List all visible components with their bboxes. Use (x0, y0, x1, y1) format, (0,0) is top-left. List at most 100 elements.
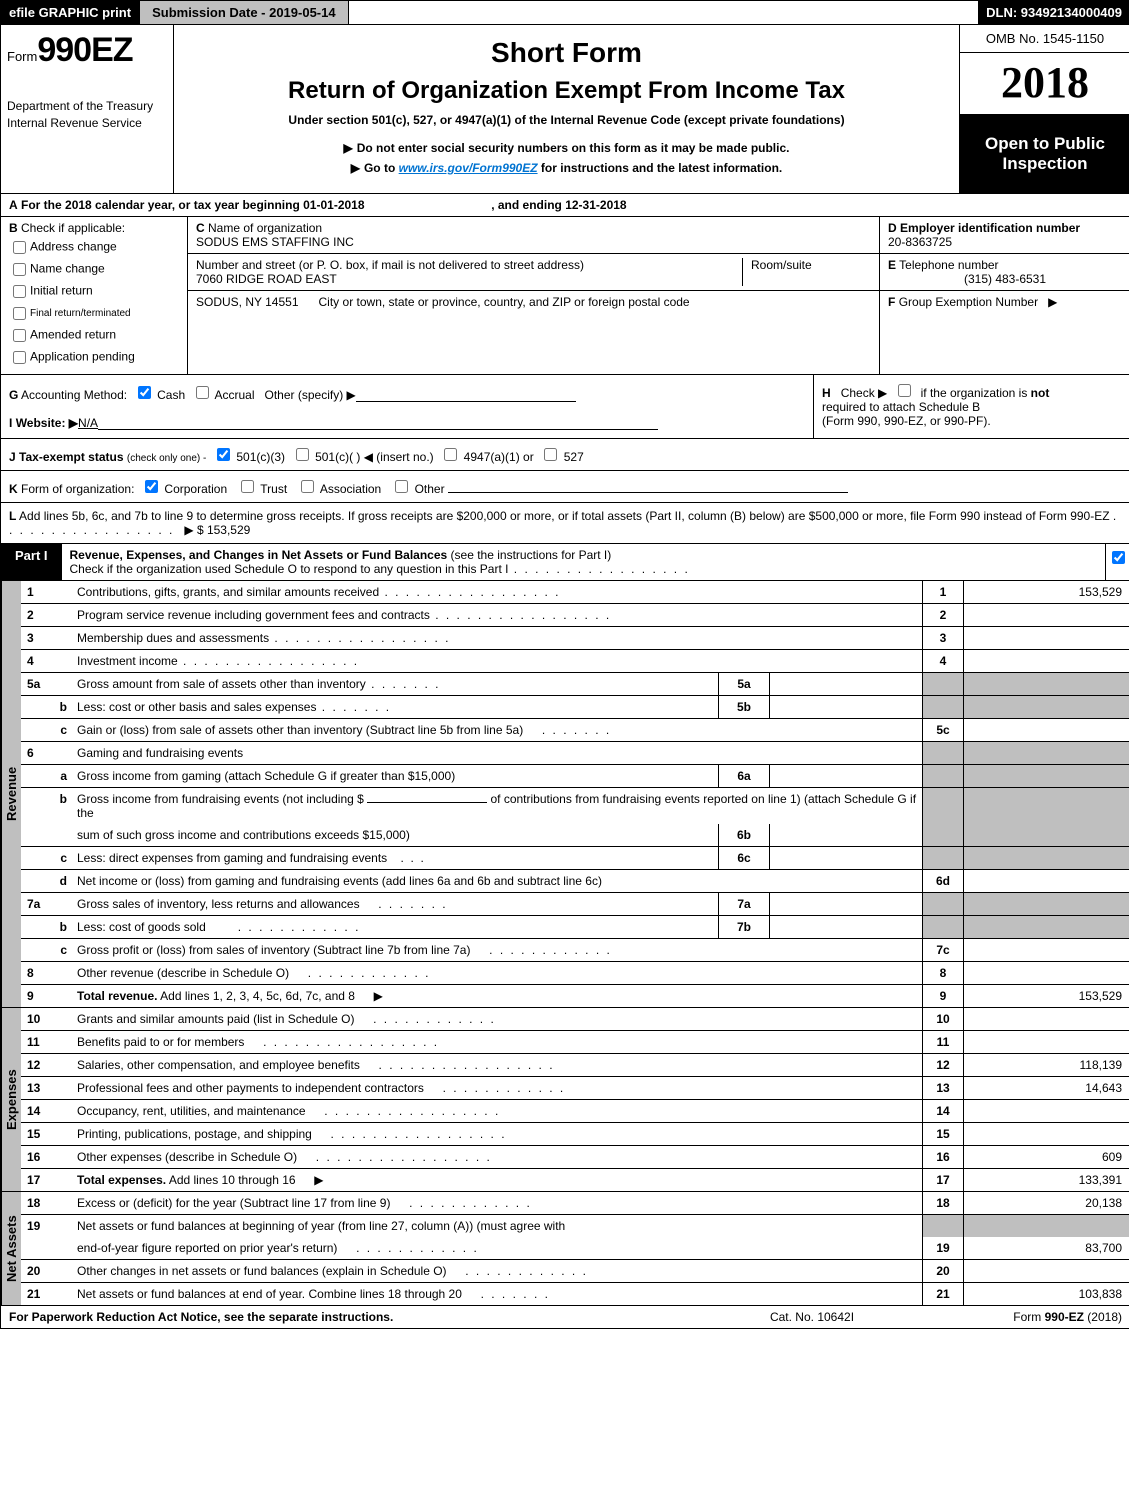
part-1-schedule-o-chk[interactable] (1112, 551, 1125, 564)
line-6b-text2: sum of such gross income and contributio… (77, 828, 410, 842)
chk-accrual[interactable] (196, 386, 209, 399)
chk-trust[interactable] (241, 480, 254, 493)
chk-501c[interactable] (296, 448, 309, 461)
line-7a-amtnum (922, 893, 963, 915)
chk-4947a1[interactable] (444, 448, 457, 461)
chk-cash[interactable] (138, 386, 151, 399)
dots-triangle (309, 1173, 326, 1187)
chk-name-change-input[interactable] (13, 263, 26, 276)
line-5a-text: Gross amount from sale of assets other t… (77, 677, 366, 691)
line-10: 10 Grants and similar amounts paid (list… (21, 1008, 1129, 1031)
line-13-amtnum: 13 (922, 1077, 963, 1099)
cash-label: Cash (157, 388, 185, 402)
short-form-title: Short Form (190, 37, 943, 69)
revenue-vtab: Revenue (1, 581, 21, 1007)
line-11-text: Benefits paid to or for members (77, 1035, 244, 1049)
chk-initial-return-input[interactable] (13, 285, 26, 298)
line-15-amtnum: 15 (922, 1123, 963, 1145)
line-6-amt (963, 742, 1129, 764)
directive-2-pre: Go to (364, 161, 399, 175)
ein-cell: D Employer identification number 20-8363… (880, 217, 1129, 254)
revenue-lines: 1 Contributions, gifts, grants, and simi… (21, 581, 1129, 1007)
line-21-text: Net assets or fund balances at end of ye… (77, 1287, 462, 1301)
line-15: 15 Printing, publications, postage, and … (21, 1123, 1129, 1146)
chk-final-return[interactable]: Final return/terminated (9, 304, 179, 323)
city-value: SODUS, NY 14551 (196, 295, 299, 309)
chk-final-return-input[interactable] (13, 307, 26, 320)
chk-corporation[interactable] (145, 480, 158, 493)
omb-number: OMB No. 1545-1150 (960, 25, 1129, 53)
line-14: 14 Occupancy, rent, utilities, and maint… (21, 1100, 1129, 1123)
line-11-amtnum: 11 (922, 1031, 963, 1053)
line-6c-sub: 6c (718, 847, 769, 869)
net-assets-lines: 18 Excess or (deficit) for the year (Sub… (21, 1192, 1129, 1305)
tax-exempt-label: Tax-exempt status (19, 450, 123, 464)
line-6d-desc: Net income or (loss) from gaming and fun… (73, 870, 922, 892)
line-6b-input[interactable] (367, 802, 487, 803)
chk-address-change-input[interactable] (13, 241, 26, 254)
line-7b-desc: Less: cost of goods sold (73, 916, 718, 938)
dots (537, 723, 612, 737)
line-8: 8 Other revenue (describe in Schedule O)… (21, 962, 1129, 985)
footer-left: For Paperwork Reduction Act Notice, see … (9, 1310, 702, 1324)
chk-amended-return-input[interactable] (13, 329, 26, 342)
website-value: N/A (78, 416, 98, 430)
chk-name-change[interactable]: Name change (9, 260, 179, 279)
line-I-label: I (9, 416, 12, 430)
ein-title: Employer identification number (900, 221, 1080, 235)
open-public-line2: Inspection (964, 154, 1126, 174)
chk-association[interactable] (301, 480, 314, 493)
line-16-num: 16 (21, 1146, 73, 1168)
line-19-text2: end-of-year figure reported on prior yea… (77, 1241, 337, 1255)
line-6-desc: Gaming and fundraising events (73, 742, 922, 764)
line-6b-sub: 6b (718, 824, 769, 846)
line-6c-text: Less: direct expenses from gaming and fu… (77, 851, 387, 865)
chk-schedule-b-not-required[interactable] (898, 384, 911, 397)
section-D-label: D (888, 221, 897, 235)
line-9-text2: Add lines 1, 2, 3, 4, 5c, 6d, 7c, and 8 (157, 989, 354, 1003)
line-6b-1: b Gross income from fundraising events (… (21, 788, 1129, 824)
line-7b-text: Less: cost of goods sold (77, 920, 206, 934)
dots (269, 631, 450, 645)
chk-initial-return[interactable]: Initial return (9, 282, 179, 301)
chk-application-pending[interactable]: Application pending (9, 348, 179, 367)
line-7b-amt (963, 916, 1129, 938)
line-7b: b Less: cost of goods sold 7b (21, 916, 1129, 939)
line-4-text: Investment income (77, 654, 178, 668)
dots (325, 1127, 506, 1141)
chk-other-org[interactable] (395, 480, 408, 493)
line-5c-desc: Gain or (loss) from sale of assets other… (73, 719, 922, 741)
line-6b-amtnum2 (922, 824, 963, 846)
line-7a-amt (963, 893, 1129, 915)
dots (178, 654, 359, 668)
chk-amended-return-label: Amended return (30, 328, 116, 342)
line-9: 9 Total revenue. Add lines 1, 2, 3, 4, 5… (21, 985, 1129, 1007)
line-L-text: Add lines 5b, 6c, and 7b to line 9 to de… (19, 509, 1110, 523)
org-name-title: Name of organization (208, 221, 322, 235)
line-6-amtnum (922, 742, 963, 764)
irs-gov-link[interactable]: www.irs.gov/Form990EZ (399, 161, 538, 175)
chk-501c3[interactable] (217, 448, 230, 461)
line-1-amtnum: 1 (922, 581, 963, 603)
line-A-label: A (9, 198, 18, 212)
dots (430, 608, 611, 622)
header-block: Form990EZ Department of the Treasury Int… (1, 25, 1129, 194)
chk-application-pending-input[interactable] (13, 351, 26, 364)
chk-amended-return[interactable]: Amended return (9, 326, 179, 345)
chk-address-change[interactable]: Address change (9, 238, 179, 257)
efile-print-button[interactable]: efile GRAPHIC print (1, 1, 139, 24)
return-title: Return of Organization Exempt From Incom… (190, 77, 943, 105)
room-suite-label: Room/suite (742, 258, 871, 286)
line-7c: c Gross profit or (loss) from sales of i… (21, 939, 1129, 962)
line-15-amt (963, 1123, 1129, 1145)
dots (379, 585, 560, 599)
dots (319, 1104, 500, 1118)
line-20: 20 Other changes in net assets or fund b… (21, 1260, 1129, 1283)
line-17: 17 Total expenses. Add lines 10 through … (21, 1169, 1129, 1191)
line-5b-desc: Less: cost or other basis and sales expe… (73, 696, 718, 718)
line-6b-amt1 (963, 788, 1129, 824)
line-3-amtnum: 3 (922, 627, 963, 649)
other-specify-input[interactable] (356, 388, 576, 402)
chk-527[interactable] (544, 448, 557, 461)
line-17-num: 17 (21, 1169, 73, 1191)
